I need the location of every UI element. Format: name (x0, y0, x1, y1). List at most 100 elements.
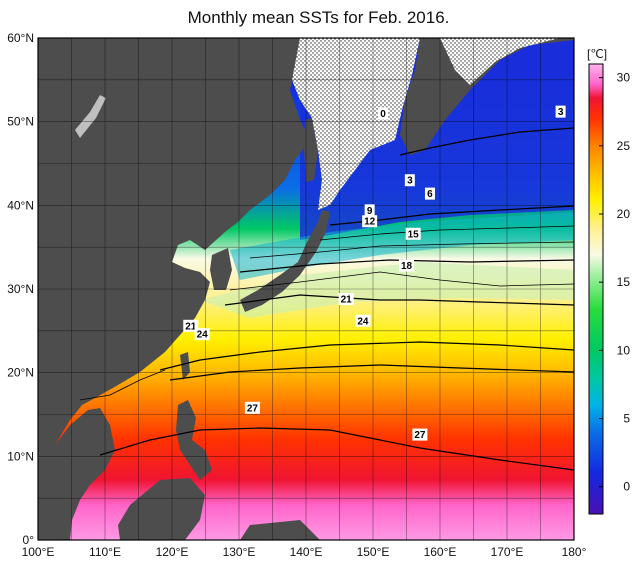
longitude-tick-label: 140°E (290, 545, 323, 559)
contour-label: 24 (355, 314, 371, 327)
sakhalin (304, 118, 318, 182)
longitude-tick-label: 100°E (22, 545, 55, 559)
contour-label: 27 (412, 428, 428, 441)
contour-label: 24 (194, 328, 210, 341)
lake-baikal (75, 95, 106, 138)
borneo (118, 478, 205, 540)
contour-label: 3 (555, 105, 566, 118)
contour-label-box (412, 428, 428, 441)
longitude-tick-label: 180° (562, 545, 587, 559)
contour-label: 18 (399, 259, 414, 272)
isotherm-15 (229, 271, 574, 291)
philippines (176, 400, 212, 480)
colorbar-scale (588, 63, 604, 515)
map-frame (37, 37, 575, 541)
isotherm-21 (159, 341, 574, 371)
taiwan (180, 352, 190, 380)
colorbar-tick-label: 20 (617, 207, 631, 221)
contour-label-box (378, 107, 389, 120)
contour-label: 0 (378, 107, 389, 120)
new-guinea (240, 520, 320, 540)
colorbar-tick-label: 15 (617, 275, 631, 289)
isotherm-24 (169, 364, 574, 381)
isotherm-coastal (79, 369, 166, 401)
contour-label-text: 24 (357, 316, 369, 327)
colorbar-tick-label: 5 (623, 412, 630, 426)
longitude-tick-label: 170°E (491, 545, 524, 559)
sea-ice (292, 38, 560, 210)
contour-label-box (183, 319, 199, 332)
contour-label-box (555, 105, 566, 118)
latitude-tick-label: 50°N (7, 115, 34, 129)
korea (210, 248, 232, 290)
graticule (38, 38, 574, 540)
longitude-tick-label: 120°E (156, 545, 189, 559)
contour-label-box (364, 204, 375, 217)
isotherm-18 (224, 294, 574, 306)
contour-label-text: 0 (380, 109, 386, 120)
longitude-tick-label: 150°E (357, 545, 390, 559)
isotherm-27 (99, 427, 574, 471)
page-title: Monthly mean SSTs for Feb. 2016. (187, 8, 450, 27)
contour-label-text: 9 (367, 206, 373, 217)
latitude-tick-label: 60°N (7, 31, 34, 45)
contour-label-text: 24 (197, 330, 209, 341)
contour-label: 12 (362, 215, 378, 228)
longitude-tick-label: 160°E (424, 545, 457, 559)
contour-label: 9 (364, 204, 375, 217)
contour-label: 27 (244, 401, 260, 414)
contour-label-text: 21 (185, 321, 197, 332)
contour-label-box (244, 401, 260, 414)
latitude-tick-label: 20°N (7, 366, 34, 380)
contour-label-text: 18 (401, 261, 413, 272)
longitude-tick-label: 110°E (89, 545, 121, 559)
longitude-tick-label: 130°E (223, 545, 256, 559)
contour-label-box (404, 174, 415, 187)
colorbar-tick-label: 10 (617, 343, 631, 357)
isotherm-9 (249, 241, 574, 259)
asian-mainland (38, 38, 310, 465)
contour-label: 21 (183, 319, 199, 332)
contour-label-box (338, 293, 354, 306)
contour-label-text: 15 (408, 229, 420, 240)
contour-label-box (424, 187, 435, 200)
bering-sea-ice (440, 38, 560, 85)
contour-label-box (355, 314, 371, 327)
contour-label-box (399, 259, 414, 272)
latitude-tick-label: 10°N (7, 449, 34, 463)
isotherm-12 (239, 259, 574, 273)
latitude-axis: 0° 10°N 20°N 30°N 40°N 50°N 60°N (7, 31, 34, 547)
contour-label-text: 12 (364, 217, 376, 228)
colorbar: [℃] 30 25 20 15 10 5 0 (587, 47, 630, 515)
contour-label-text: 3 (407, 176, 413, 187)
colorbar-unit: [℃] (587, 47, 607, 61)
kamchatka (400, 38, 574, 155)
contour-label-box (405, 227, 421, 240)
colorbar-ticks: 30 25 20 15 10 5 0 (599, 71, 630, 494)
contour-label-text: 21 (341, 295, 353, 306)
isotherm-3-north (399, 127, 574, 156)
contour-label-text: 3 (558, 107, 564, 118)
contour-label-box (362, 215, 378, 228)
colorbar-tick-label: 30 (617, 71, 631, 85)
okhotsk-sea-ice (292, 38, 420, 210)
latitude-tick-label: 0° (23, 533, 35, 547)
contour-label-box (194, 328, 210, 341)
indochina (38, 408, 115, 540)
contour-label: 15 (405, 227, 421, 240)
longitude-axis: 100°E 110°E 120°E 130°E 140°E 150°E 160°E 170°E… (22, 545, 587, 559)
contour-label: 3 (404, 174, 415, 187)
latitude-tick-label: 30°N (7, 282, 34, 296)
contour-label: 21 (338, 293, 354, 306)
contour-label: 6 (424, 187, 435, 200)
colorbar-tick-label: 0 (623, 480, 630, 494)
contour-label-text: 6 (427, 189, 433, 200)
latitude-tick-label: 40°N (7, 198, 34, 212)
contour-label-text: 27 (414, 430, 426, 441)
kuroshio-front-zone (200, 262, 574, 318)
colorbar-tick-label: 25 (617, 139, 631, 153)
contour-label-text: 27 (247, 403, 259, 414)
